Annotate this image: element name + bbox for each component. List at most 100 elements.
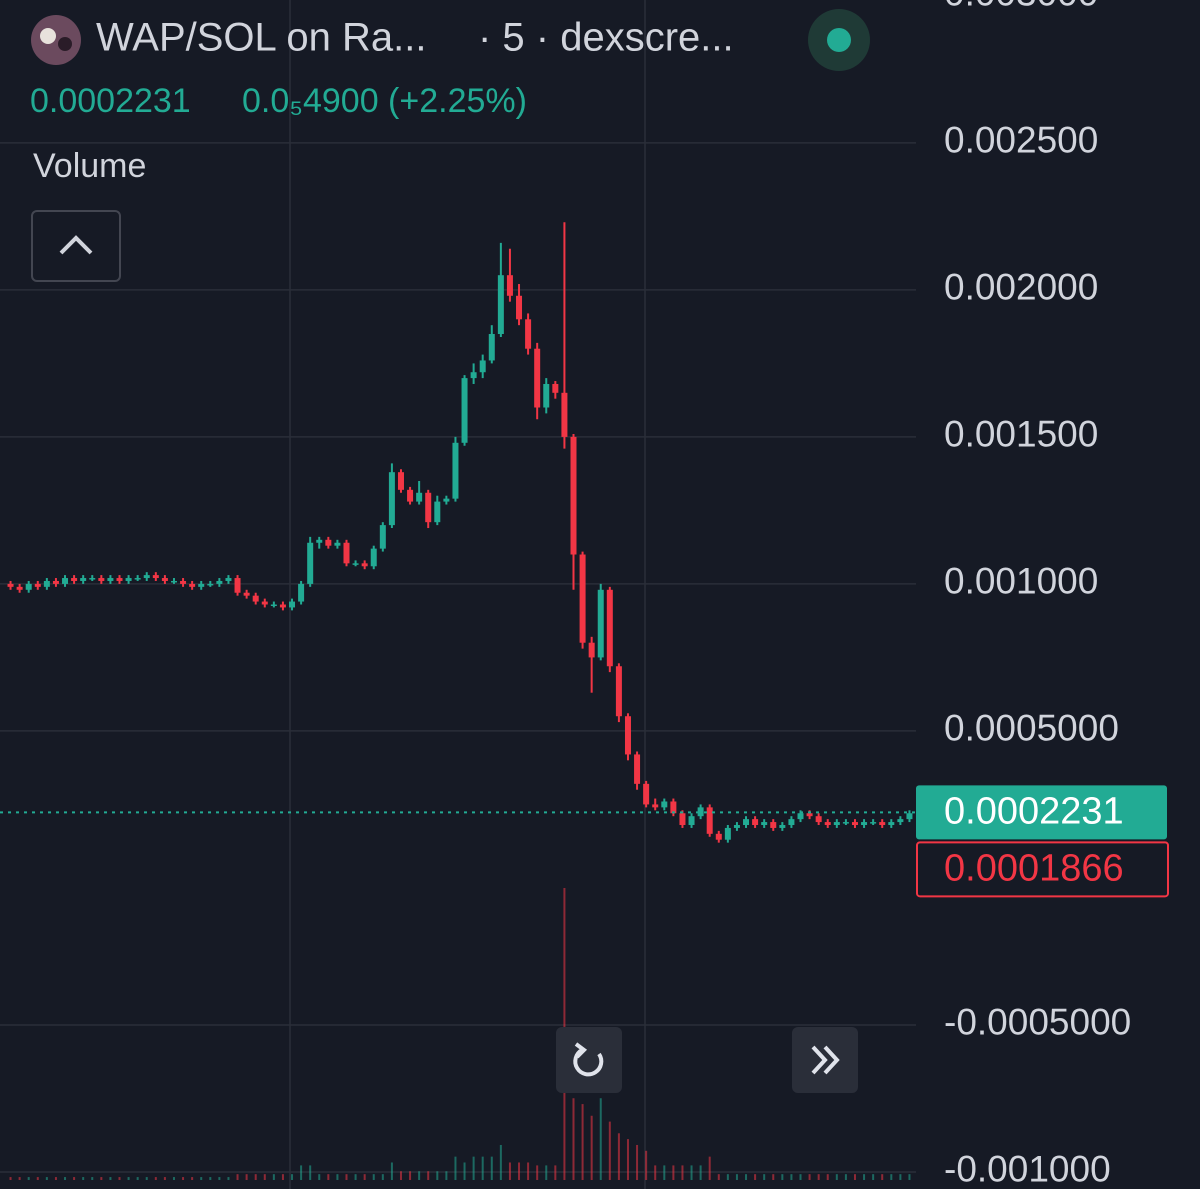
candle-body xyxy=(443,498,450,502)
volume-bar xyxy=(336,1174,339,1180)
volume-bar xyxy=(399,1171,402,1180)
volume-bar xyxy=(91,1177,94,1180)
candle-body xyxy=(361,563,368,567)
candle-body xyxy=(733,825,740,828)
candle-body xyxy=(307,542,314,584)
volume-bar xyxy=(472,1156,475,1180)
candle-body xyxy=(325,539,332,546)
candle-body xyxy=(71,578,78,581)
volume-bar xyxy=(844,1174,847,1180)
token-avatar-detail xyxy=(58,37,72,51)
candle-body xyxy=(116,578,123,581)
candle-body xyxy=(397,472,404,490)
candle-body xyxy=(806,813,813,817)
volume-bar xyxy=(735,1174,738,1180)
volume-bar xyxy=(554,1165,557,1180)
candle-body xyxy=(334,542,341,546)
pane-label: Volume xyxy=(33,147,146,185)
volume-bar xyxy=(372,1174,375,1180)
volume-bar xyxy=(291,1174,294,1180)
double-chevron-icon xyxy=(811,1045,828,1075)
candle-body xyxy=(452,442,459,499)
candle-body xyxy=(161,578,168,581)
candle-body xyxy=(434,501,441,523)
candle-body xyxy=(679,813,686,826)
candle-body xyxy=(89,578,96,580)
candle-body xyxy=(897,819,904,823)
y-tick-label: 0.003000 xyxy=(944,0,1098,14)
candle-body xyxy=(134,578,141,580)
volume-bar xyxy=(863,1174,866,1180)
candle-body xyxy=(761,822,768,826)
candle-body xyxy=(588,642,595,658)
candle-body xyxy=(688,816,695,826)
volume-bar xyxy=(254,1174,257,1180)
volume-bar xyxy=(763,1174,766,1180)
candle-body xyxy=(824,822,831,826)
volume-bar xyxy=(745,1174,748,1180)
volume-bar xyxy=(681,1165,684,1180)
volume-bar xyxy=(172,1177,175,1180)
volume-bar xyxy=(790,1174,793,1180)
volume-bar xyxy=(200,1177,203,1180)
volume-bar xyxy=(890,1174,893,1180)
volume-bar xyxy=(45,1177,48,1180)
price-tag xyxy=(916,785,1167,840)
candle-body xyxy=(52,580,59,584)
price-axis: 0.003000 0.002500 0.002000 0.001500 0.001000… xyxy=(916,0,1169,1189)
candle-body xyxy=(270,604,277,606)
collapse-button-frame[interactable] xyxy=(31,210,121,282)
candle-body xyxy=(888,822,895,826)
candle-body xyxy=(870,822,877,824)
grid xyxy=(0,0,916,1189)
chevron-up-icon xyxy=(59,235,93,255)
volume-bar xyxy=(281,1174,284,1180)
token-avatar-detail xyxy=(40,28,56,44)
candle-body xyxy=(62,578,69,584)
y-tick-label: -0.0005000 xyxy=(944,1002,1131,1043)
candle-body xyxy=(80,578,87,581)
candle-body xyxy=(770,822,777,828)
volume-bar xyxy=(54,1177,57,1180)
scroll-to-latest-button[interactable] xyxy=(792,1027,858,1093)
volume-bar xyxy=(345,1174,348,1180)
volume-bar xyxy=(690,1165,693,1180)
volume-bar xyxy=(390,1162,393,1180)
price-change: 0.0₅4900 (+2.25%) xyxy=(242,82,527,120)
candle-body xyxy=(461,378,468,443)
volume-bar xyxy=(354,1174,357,1180)
candle-body xyxy=(343,542,350,564)
volume-bar xyxy=(663,1165,666,1180)
candle-body xyxy=(516,295,523,320)
volume-bar xyxy=(608,1121,611,1180)
candle-body xyxy=(152,575,159,579)
candle-body xyxy=(25,583,32,590)
reset-button-frame[interactable] xyxy=(556,1027,622,1093)
candle-body xyxy=(543,383,550,408)
candle-body xyxy=(34,583,41,587)
reset-button[interactable] xyxy=(556,1027,622,1093)
candle-body xyxy=(788,819,795,826)
y-tick-label: 0.001000 xyxy=(944,561,1098,602)
volume-bar xyxy=(527,1162,530,1180)
candle-body xyxy=(170,580,177,583)
candle-body xyxy=(570,436,577,555)
pair-subtitle: · 5 · dexscre... xyxy=(478,16,734,60)
volume-bar xyxy=(599,1098,602,1180)
candle-body xyxy=(243,592,250,596)
volume-bar xyxy=(445,1171,448,1180)
volume-bar xyxy=(418,1171,421,1180)
last-price: 0.0002231 xyxy=(30,82,191,120)
candle-body xyxy=(606,589,613,667)
volume-bar xyxy=(236,1174,239,1180)
candle-body xyxy=(743,819,750,826)
volume-bar xyxy=(636,1144,639,1180)
candle-body xyxy=(180,580,187,584)
candle-body xyxy=(107,578,114,581)
collapse-button[interactable] xyxy=(31,210,121,282)
volume-bar xyxy=(581,1104,584,1180)
candle-body xyxy=(425,492,432,523)
y-tick-label: 0.002000 xyxy=(944,267,1098,308)
candle-body xyxy=(779,825,786,828)
